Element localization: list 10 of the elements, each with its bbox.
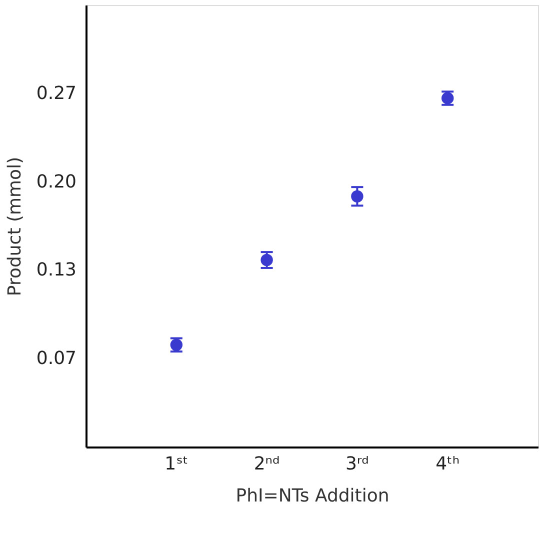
- y-tick-label: 0.13: [36, 260, 76, 281]
- x-tick-label: 2ⁿᵈ: [254, 454, 280, 474]
- y-axis-title: Product (mmol): [4, 156, 26, 296]
- x-tick-label: 3ʳᵈ: [345, 454, 369, 474]
- y-tick-label: 0.27: [36, 82, 76, 104]
- x-tick-label: 4ᵗʰ: [436, 454, 460, 474]
- y-tick-label: 0.20: [36, 171, 76, 192]
- y-tick-label: 0.07: [36, 348, 76, 370]
- x-axis-title: PhI=NTs Addition: [236, 486, 390, 506]
- x-tick-label: 1ˢᵗ: [164, 454, 188, 474]
